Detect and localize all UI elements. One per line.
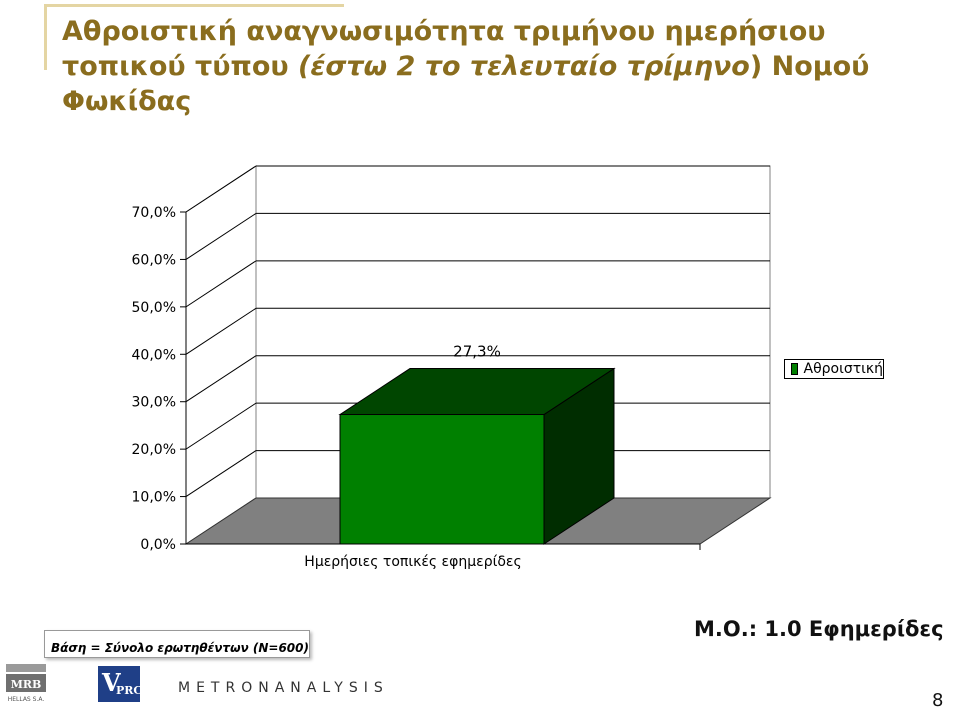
slide-title: Αθροιστική αναγνωσιμότητα τριμήνου ημερή… — [62, 14, 922, 119]
y-tick-label: 20,0% — [132, 442, 176, 458]
gridline-side — [185, 260, 257, 308]
mean-note: Μ.Ο.: 1.0 Εφημερίδες — [694, 617, 944, 641]
title-text-2: ) Νομού Φωκίδας — [62, 51, 870, 117]
gridline-side — [185, 213, 257, 260]
y-tick-label: 40,0% — [132, 347, 176, 363]
base-note: Βάση = Σύνολο ερωτηθέντων (N=600) — [44, 630, 310, 658]
y-tick-label: 10,0% — [132, 490, 176, 506]
bar — [339, 414, 545, 545]
legend-label: Αθροιστική — [803, 361, 884, 377]
mrb-logo: MRB HELLAS S.A. — [6, 664, 46, 703]
gridline-side — [185, 165, 257, 213]
gridline-side — [185, 402, 257, 450]
data-label: 27,3% — [453, 343, 501, 361]
title-text-italic: (έστω 2 το τελευταίο τρίμηνο — [298, 51, 750, 82]
legend-swatch — [791, 363, 798, 375]
x-category-label: Ημερήσιες τοπικές εφημερίδες — [304, 554, 521, 570]
chart-legend: Αθροιστική — [784, 359, 884, 379]
y-tick-label: 70,0% — [132, 205, 176, 221]
bar-chart: 0,0% 10,0% 20,0% 30,0% 40,0% 50,0% 60,0% 70,0% 2… — [132, 165, 772, 570]
vprc-text: PRC — [116, 684, 143, 697]
vprc-logo: V PRC — [98, 666, 143, 702]
y-tick-label: 30,0% — [132, 395, 176, 411]
svg-text:MRB: MRB — [11, 678, 42, 691]
gridline-side — [185, 307, 257, 355]
y-tick-label: 0,0% — [140, 537, 176, 553]
page-number: 8 — [932, 690, 944, 711]
title-text-1: Αθροιστική αναγνωσιμότητα τριμήνου ημερή… — [62, 16, 826, 82]
y-tick-label: 60,0% — [132, 252, 176, 268]
title-accent-vertical — [44, 4, 47, 70]
title-accent-horizontal — [44, 4, 344, 7]
gridline-side — [185, 450, 257, 497]
svg-text:HELLAS S.A.: HELLAS S.A. — [8, 696, 45, 703]
chart-side-wall — [185, 165, 257, 545]
gridline-side — [185, 355, 257, 403]
y-tick-label: 50,0% — [132, 300, 176, 316]
metron-analysis-logo: METRONANALYSIS — [178, 680, 389, 696]
